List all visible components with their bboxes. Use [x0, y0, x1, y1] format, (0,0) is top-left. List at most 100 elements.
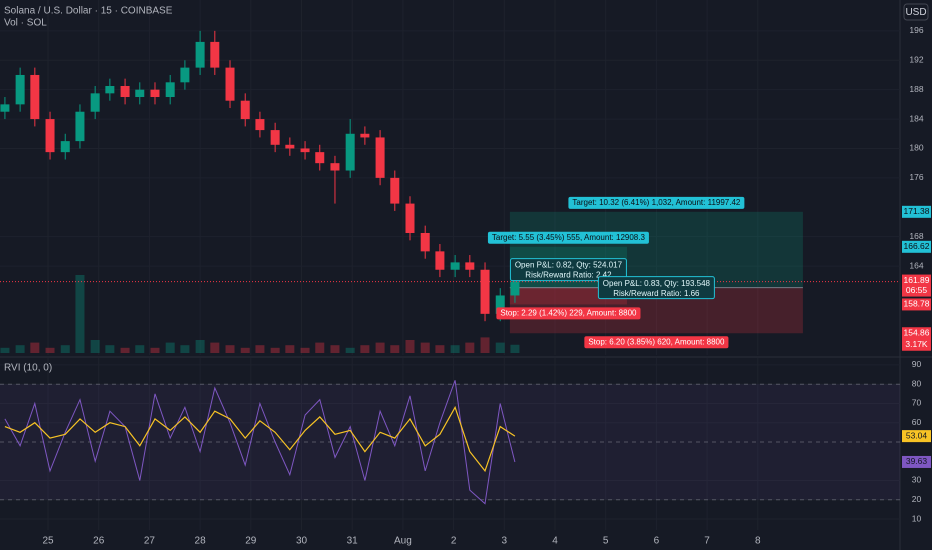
countdown: 06:55 [906, 285, 928, 295]
volume-bar [480, 337, 490, 353]
rvi-value-box [902, 455, 931, 468]
currency-button[interactable] [903, 3, 929, 21]
candle-body [420, 232, 430, 252]
volume-bar [315, 342, 325, 353]
candle-body [135, 89, 145, 98]
target-label-box [568, 196, 745, 209]
volume-label: 3.17K [905, 339, 928, 349]
candle-body [45, 119, 55, 153]
volume-bar [495, 342, 505, 353]
open-label: Open P&L: 0.83, Qty: 193.548 [603, 279, 711, 288]
labels: 25 26 27 28 29 30 31 Aug 2 3 4 5 6 7 8 Target: 5.55 (3.… [42, 196, 931, 547]
volume-bar [90, 340, 100, 353]
candle-body [105, 85, 115, 94]
axis-price-box [902, 240, 931, 253]
y-tick-label: 80 [912, 378, 922, 388]
y-tick-label: 180 [909, 143, 923, 153]
y-tick-label: 164 [909, 260, 923, 270]
volume-bar [465, 342, 475, 353]
y-tick-label: 192 [909, 55, 923, 65]
y-tick-label: 188 [909, 84, 923, 94]
chart-title: Solana / U.S. Dollar · 15 · COINBASE [4, 6, 173, 17]
rvi-value-box [902, 430, 931, 443]
candle-body [285, 144, 295, 149]
volume-bar [300, 347, 310, 353]
candle-body [0, 104, 10, 112]
candle-body [180, 67, 190, 83]
candle-body [345, 133, 355, 171]
y-tick-label: 90 [912, 359, 922, 369]
axis-price-box [902, 327, 931, 340]
volume-bar [390, 345, 400, 353]
volume-bar [45, 347, 55, 353]
candle-body [90, 93, 100, 112]
volume-bar [120, 347, 130, 353]
volume-bar [375, 342, 385, 353]
stop-label: Stop: 2.29 (1.42%) 229, Amount: 8800 [500, 309, 637, 318]
last-price-label: 161.89 [904, 275, 930, 285]
x-tick-label: Aug [394, 536, 412, 547]
volume-bar [330, 345, 340, 353]
candle-body [30, 74, 40, 120]
volume-bar [30, 342, 40, 353]
y-tick-label: 60 [912, 417, 922, 427]
y-tick-label: 10 [912, 513, 922, 523]
axis-price-label: 166.62 [904, 241, 930, 251]
candle-body [510, 281, 520, 296]
candle-body [495, 295, 505, 314]
candle-body [255, 119, 265, 131]
open-label-box [597, 276, 715, 300]
y-tick-label: 176 [909, 172, 923, 182]
x-tick-label: 6 [654, 536, 660, 547]
currency[interactable]: USD [905, 7, 926, 18]
rvi-line [4, 380, 516, 505]
candle-body [75, 111, 85, 142]
volume-bar [210, 342, 220, 353]
volume-bar [165, 342, 175, 353]
volume-bar [285, 345, 295, 353]
x-tick-label: 27 [144, 536, 156, 547]
rvi-value-label: 39.63 [906, 456, 928, 466]
open-label-box [509, 258, 627, 282]
stop-label-box [496, 307, 641, 320]
volume-bar [150, 347, 160, 353]
x-tick-label: 5 [603, 536, 609, 547]
axis-price-label: 158.78 [904, 299, 930, 309]
x-tick-label: 2 [451, 536, 457, 547]
y-tick-label: 70 [912, 398, 922, 408]
candle-body [330, 163, 340, 171]
volume-bar [450, 345, 460, 353]
candle-body [300, 148, 310, 153]
x-tick-label: 28 [195, 536, 207, 547]
volume-bar [60, 345, 70, 353]
volume-bar [435, 345, 445, 353]
volume-bar [180, 345, 190, 353]
x-tick-label: 26 [93, 536, 105, 547]
target-label: Target: 10.32 (6.41%) 1,032, Amount: 119… [572, 198, 741, 207]
volume-bar [255, 345, 265, 353]
volume-bar [75, 275, 85, 353]
candle-body [60, 141, 70, 153]
x-tick-label: 7 [704, 536, 710, 547]
volume-bar [135, 345, 145, 353]
candle-body [225, 67, 235, 101]
volume-bar [345, 347, 355, 353]
candle-body [210, 41, 220, 68]
x-tick-label: 29 [245, 536, 257, 547]
candle-body [150, 89, 160, 98]
x-tick-label: 4 [552, 536, 558, 547]
rvi-line [4, 405, 516, 473]
candle-body [405, 203, 415, 233]
candle-body [15, 74, 25, 105]
stop-label: Stop: 6.20 (3.85%) 620, Amount: 8800 [588, 337, 725, 346]
candle-body [240, 100, 250, 120]
y-tick-label: 168 [909, 231, 923, 241]
candle-body [315, 152, 325, 164]
volume-title: Vol · SOL [4, 18, 47, 29]
last-price-box [902, 274, 931, 297]
volume-bar [195, 340, 205, 353]
stop-label-box [584, 336, 729, 349]
volume-bar [270, 347, 280, 353]
volume-bar [15, 345, 25, 353]
candle-body [375, 137, 385, 178]
